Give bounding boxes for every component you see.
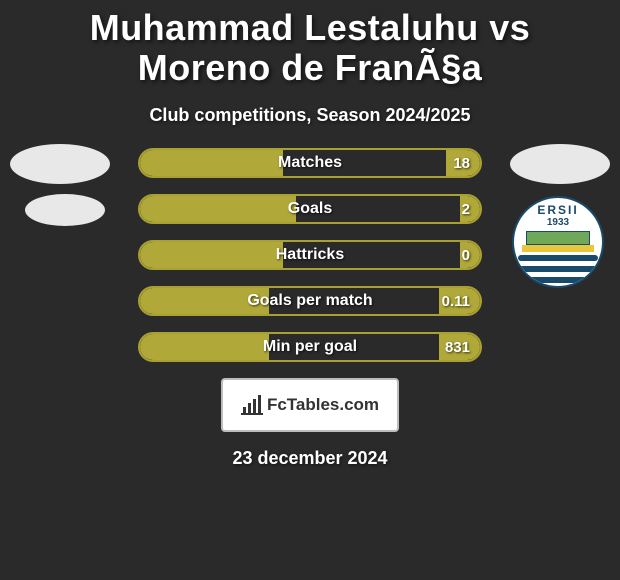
player-right-avatar [510,144,610,184]
stat-value-right: 2 [462,196,470,222]
page-title: Muhammad Lestaluhu vs Moreno de FranÃ§a [0,0,620,91]
stat-row: Goals per match0.11 [138,286,482,316]
stat-label: Matches [140,150,480,176]
stat-row: Matches18 [138,148,482,178]
stats-area: ERSII 1933 Matches18 Goals2 Hattricks0 Goal… [0,148,620,362]
badge-wave-icon [520,277,596,283]
stat-row: Min per goal831 [138,332,482,362]
badge-field-icon [526,231,590,245]
badge-yellow-strip [522,245,594,252]
brand-box: FcTables.com [221,378,399,432]
brand-text: FcTables.com [267,395,379,415]
stat-value-right: 831 [445,334,470,360]
player-left-avatar-1 [10,144,110,184]
stat-row: Hattricks0 [138,240,482,270]
subtitle: Club competitions, Season 2024/2025 [0,105,620,126]
date-label: 23 december 2024 [0,448,620,469]
badge-year: 1933 [547,217,569,228]
stat-value-right: 0.11 [442,288,470,314]
player-left-avatar-2 [25,194,105,226]
club-badge: ERSII 1933 [512,196,604,288]
stat-label: Min per goal [140,334,480,360]
stat-row: Goals2 [138,194,482,224]
stat-label: Hattricks [140,242,480,268]
badge-arc-text: ERSII [537,203,578,217]
stat-label: Goals per match [140,288,480,314]
brand-chart-icon [241,395,263,415]
stat-label: Goals [140,196,480,222]
comparison-bars: Matches18 Goals2 Hattricks0 Goals per match… [138,148,482,362]
stat-value-right: 0 [462,242,470,268]
stat-value-right: 18 [453,150,470,176]
